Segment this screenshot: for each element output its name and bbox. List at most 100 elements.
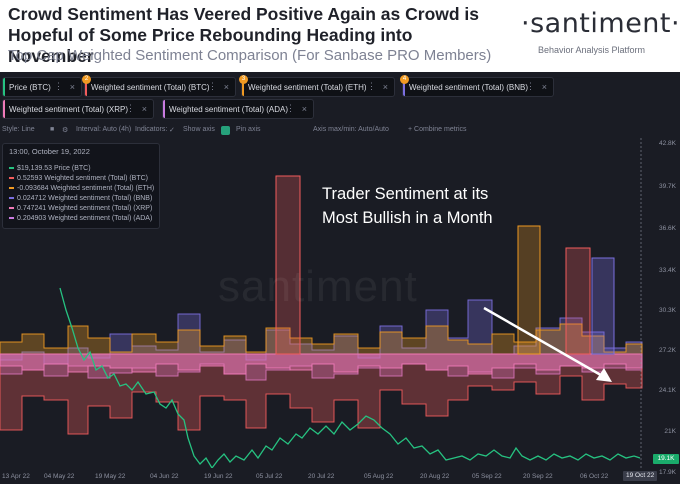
x-tick-label: 04 Jun 22 [150, 473, 179, 480]
metric-color-bar [3, 78, 5, 96]
x-tick-label: 04 May 22 [44, 473, 75, 480]
close-icon[interactable]: × [223, 82, 229, 92]
metric-chip-sentiment-ada[interactable]: Weighted sentiment (Total) (ADA) ⋮ × [162, 99, 314, 119]
y-tick-label: 17.9K [659, 469, 676, 476]
y-tick-label: 42.8K [659, 140, 676, 147]
metric-color-bar [403, 78, 405, 96]
legend-swatch [9, 197, 14, 200]
tooltip-value: 0.024712 [17, 195, 47, 202]
chart-panel: Price (BTC) ⋮ × 2 Weighted sentiment (To… [0, 72, 680, 484]
sentiment-spike [517, 225, 541, 355]
subtitle: Top Cap Weighted Sentiment Comparison (F… [8, 47, 492, 64]
annotation-line: Most Bullish in a Month [322, 209, 493, 227]
y-tick-label: 24.1K [659, 387, 676, 394]
more-icon[interactable]: ⋮ [526, 81, 535, 91]
more-icon[interactable]: ⋮ [286, 103, 295, 113]
tooltip-label: Weighted sentiment (Total) (BNB) [48, 195, 153, 202]
show-axis-toggle[interactable]: ✓ [169, 127, 175, 134]
close-icon[interactable]: × [382, 82, 388, 92]
tooltip-value: $19,139.53 [17, 165, 53, 172]
legend-swatch [9, 217, 14, 220]
more-icon[interactable]: ⋮ [54, 81, 63, 91]
metric-color-bar [163, 100, 165, 118]
tooltip-value: -0.093684 [17, 185, 49, 192]
metric-badge: 2 [82, 75, 91, 84]
metric-chip-sentiment-xrp[interactable]: Weighted sentiment (Total) (XRP) ⋮ × [2, 99, 154, 119]
metric-label: Weighted sentiment (Total) (ADA) [169, 104, 289, 114]
legend-swatch [9, 187, 14, 190]
more-icon[interactable]: ⋮ [208, 81, 217, 91]
price-line [59, 287, 641, 468]
tooltip-label: Price (BTC) [54, 165, 91, 172]
combine-metrics-button[interactable]: + Combine metrics [408, 126, 467, 133]
legend-swatch [9, 177, 14, 180]
show-axis-checkbox[interactable] [221, 126, 230, 135]
series-xrp [0, 353, 643, 375]
santiment-watermark: santiment [218, 262, 418, 311]
annotation-arrow [483, 306, 607, 380]
metric-color-bar [85, 78, 87, 96]
y-tick-label: 27.2K [659, 347, 676, 354]
metric-color-bar [242, 78, 244, 96]
metric-chip-price-btc[interactable]: Price (BTC) ⋮ × [2, 77, 82, 97]
chart-toolbar: Style: Line ■ ⚙ Interval: Auto (4h) Indi… [0, 124, 680, 138]
x-tick-label: 13 Apr 22 [2, 473, 30, 480]
metric-label: Weighted sentiment (Total) (BNB) [409, 82, 529, 92]
x-tick-label: 06 Oct 22 [580, 473, 609, 480]
series-eth [0, 323, 643, 355]
x-tick-label: 20 Aug 22 [420, 473, 450, 480]
x-tick-label: 19 May 22 [95, 473, 126, 480]
x-tick-label: 20 Jul 22 [308, 473, 335, 480]
sentiment-spike [275, 175, 301, 355]
interval-select[interactable]: Interval: Auto (4h) [76, 126, 132, 133]
metric-label: Price (BTC) [9, 82, 51, 92]
header: Crowd Sentiment Has Veered Positive Agai… [0, 0, 680, 72]
x-tick-label: 05 Jul 22 [256, 473, 283, 480]
indicators-label[interactable]: Indicators: [135, 126, 168, 133]
metric-label: Weighted sentiment (Total) (XRP) [9, 104, 129, 114]
y-tick-label: 21K [664, 428, 676, 435]
metric-chip-sentiment-eth[interactable]: 3 Weighted sentiment (Total) (ETH) ⋮ × [239, 75, 395, 97]
x-tick-label: 05 Aug 22 [364, 473, 394, 480]
metric-badge: 3 [239, 75, 248, 84]
series-ada [0, 353, 643, 381]
metric-chip-sentiment-bnb[interactable]: 4 Weighted sentiment (Total) (BNB) ⋮ × [400, 75, 554, 97]
close-icon[interactable]: × [69, 82, 75, 92]
sentiment-spike [591, 257, 615, 355]
tooltip-row: $19,139.53 Price (BTC) [9, 165, 91, 172]
metric-chip-sentiment-btc[interactable]: 2 Weighted sentiment (Total) (BTC) ⋮ × [82, 75, 236, 97]
settings-icon[interactable]: ⚙ [62, 127, 69, 134]
tooltip-row: 0.52593 Weighted sentiment (Total) (BTC) [9, 175, 148, 182]
tooltip-value: 0.52593 [17, 175, 43, 182]
tooltip-value: 0.747241 [17, 205, 47, 212]
tooltip-label: Weighted sentiment (Total) (XRP) [48, 205, 153, 212]
tooltip-row: 0.024712 Weighted sentiment (Total) (BNB… [9, 195, 152, 202]
annotation-text: Trader Sentiment at its Most Bullish in … [322, 182, 493, 230]
more-icon[interactable]: ⋮ [126, 103, 135, 113]
y-axis: 42.8K 39.7K 36.6K 33.4K 30.3K 27.2K 24.1K 21K 17… [652, 138, 680, 476]
tooltip-row: 0.204903 Weighted sentiment (Total) (ADA… [9, 215, 152, 222]
style-select[interactable]: Style: Line [2, 126, 35, 133]
tooltip-row: 0.747241 Weighted sentiment (Total) (XRP… [9, 205, 152, 212]
metric-label: Weighted sentiment (Total) (ETH) [248, 82, 367, 92]
axis-minmax-select[interactable]: Axis max/min: Auto/Auto [313, 126, 389, 133]
annotation-line: Trader Sentiment at its [322, 185, 489, 203]
show-axis-label[interactable]: Show axis [183, 126, 215, 133]
tooltip-label: Weighted sentiment (Total) (ADA) [48, 215, 153, 222]
tooltip-row: -0.093684 Weighted sentiment (Total) (ET… [9, 185, 154, 192]
y-tick-label: 30.3K [659, 307, 676, 314]
x-axis: 13 Apr 22 04 May 22 19 May 22 04 Jun 22 19 J… [0, 468, 680, 484]
sentiment-spike [565, 247, 591, 355]
x-tick-label: 19 Jun 22 [204, 473, 233, 480]
color-swatch-icon[interactable]: ■ [50, 126, 55, 133]
legend-swatch [9, 207, 14, 210]
close-icon[interactable]: × [141, 104, 147, 114]
chart-plot-area [0, 138, 643, 468]
close-icon[interactable]: × [301, 104, 307, 114]
more-icon[interactable]: ⋮ [367, 81, 376, 91]
y-tick-label: 39.7K [659, 183, 676, 190]
headline: Crowd Sentiment Has Veered Positive Agai… [8, 4, 480, 66]
close-icon[interactable]: × [541, 82, 547, 92]
pin-axis-label[interactable]: Pin axis [236, 126, 261, 133]
current-price-label: 19.1K [653, 454, 679, 464]
